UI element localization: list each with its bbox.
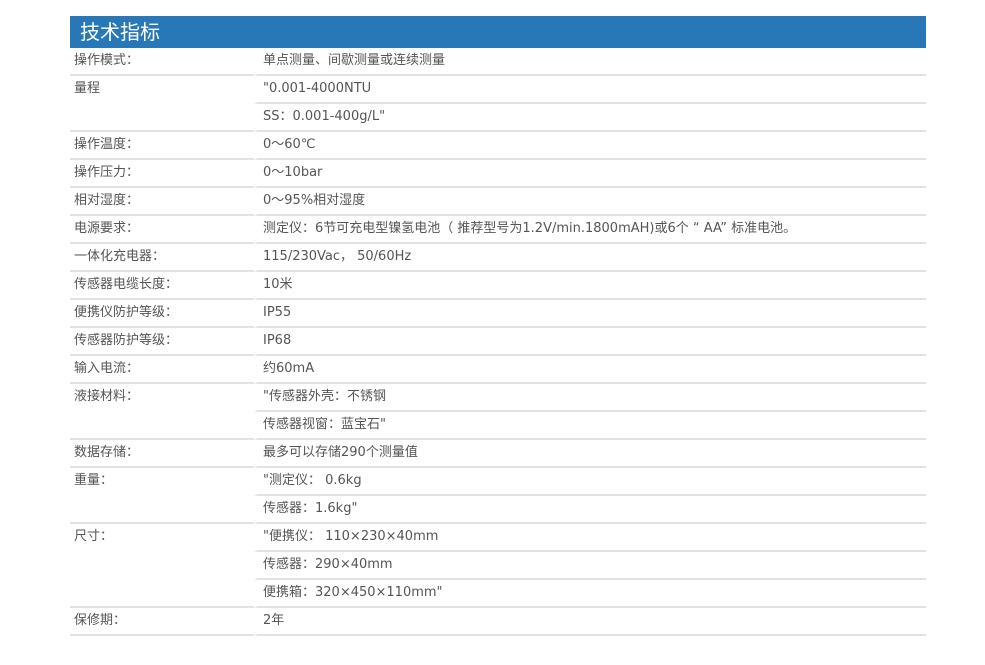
- table-row: 操作模式： 单点测量、间歇测量或连续测量: [70, 48, 926, 76]
- spec-value: IP68: [254, 328, 926, 356]
- spec-label: 量程: [70, 76, 254, 132]
- spec-value: 2年: [254, 608, 926, 636]
- table-row: 传感器：290×40mm: [70, 552, 926, 580]
- spec-value: 0～10bar: [254, 160, 926, 188]
- table-row: 操作压力： 0～10bar: [70, 160, 926, 188]
- spec-value: 测定仪：6节可充电型镍氢电池（ 推荐型号为1.2V/min.1800mAH)或6…: [254, 216, 926, 244]
- spec-value: 传感器视窗：蓝宝石": [254, 412, 926, 440]
- spec-value: 约60mA: [254, 356, 926, 384]
- spec-label: 电源要求：: [70, 216, 254, 244]
- spec-table: 操作模式： 单点测量、间歇测量或连续测量 量程 "0.001-4000NTU SS：0.…: [70, 48, 926, 636]
- spec-value: 便携箱：320×450×110mm": [254, 580, 926, 608]
- table-row: 电源要求： 测定仪：6节可充电型镍氢电池（ 推荐型号为1.2V/min.1800m…: [70, 216, 926, 244]
- spec-label: 液接材料：: [70, 384, 254, 440]
- spec-value: 传感器：290×40mm: [254, 552, 926, 580]
- spec-value: 传感器：1.6kg": [254, 496, 926, 524]
- table-row: 传感器视窗：蓝宝石": [70, 412, 926, 440]
- spec-value: IP55: [254, 300, 926, 328]
- spec-label: 传感器防护等级：: [70, 328, 254, 356]
- spec-value: 单点测量、间歇测量或连续测量: [254, 48, 926, 76]
- table-row: SS：0.001-400g/L": [70, 104, 926, 132]
- spec-label: 操作温度：: [70, 132, 254, 160]
- spec-value: 0～60℃: [254, 132, 926, 160]
- table-row: 便携箱：320×450×110mm": [70, 580, 926, 608]
- table-row: 尺寸： "便携仪： 110×230×40mm: [70, 524, 926, 608]
- spec-value: "0.001-4000NTU: [254, 76, 926, 104]
- spec-label: 输入电流：: [70, 356, 254, 384]
- table-row: 数据存储： 最多可以存储290个测量值: [70, 440, 926, 468]
- table-row: 量程 "0.001-4000NTU: [70, 76, 926, 132]
- table-row: 传感器电缆长度： 10米: [70, 272, 926, 300]
- spec-value: SS：0.001-400g/L": [254, 104, 926, 132]
- spec-value: "便携仪： 110×230×40mm: [254, 524, 926, 552]
- spec-label: 一体化充电器：: [70, 244, 254, 272]
- spec-label: 操作模式：: [70, 48, 254, 76]
- spec-label: 传感器电缆长度：: [70, 272, 254, 300]
- spec-value: 最多可以存储290个测量值: [254, 440, 926, 468]
- spec-value: 0～95%相对湿度: [254, 188, 926, 216]
- spec-value: "测定仪： 0.6kg: [254, 468, 926, 496]
- section-title: 技术指标: [70, 16, 926, 48]
- table-row: 相对湿度： 0～95%相对湿度: [70, 188, 926, 216]
- spec-label: 尺寸：: [70, 524, 254, 608]
- spec-label: 便携仪防护等级：: [70, 300, 254, 328]
- table-row: 传感器防护等级： IP68: [70, 328, 926, 356]
- spec-label: 保修期：: [70, 608, 254, 636]
- table-row: 一体化充电器： 115/230Vac， 50/60Hz: [70, 244, 926, 272]
- table-row: 便携仪防护等级： IP55: [70, 300, 926, 328]
- spec-value: 10米: [254, 272, 926, 300]
- table-row: 输入电流： 约60mA: [70, 356, 926, 384]
- spec-label: 数据存储：: [70, 440, 254, 468]
- table-row: 操作温度： 0～60℃: [70, 132, 926, 160]
- spec-value: "传感器外壳：不锈钢: [254, 384, 926, 412]
- spec-value: 115/230Vac， 50/60Hz: [254, 244, 926, 272]
- spec-section: 技术指标 操作模式： 单点测量、间歇测量或连续测量 量程 "0.001-4000NTU…: [70, 16, 926, 636]
- table-row: 重量： "测定仪： 0.6kg: [70, 468, 926, 524]
- spec-label: 相对湿度：: [70, 188, 254, 216]
- table-row: 液接材料： "传感器外壳：不锈钢: [70, 384, 926, 440]
- table-row: 传感器：1.6kg": [70, 496, 926, 524]
- table-row: 保修期： 2年: [70, 608, 926, 636]
- spec-label: 重量：: [70, 468, 254, 524]
- spec-label: 操作压力：: [70, 160, 254, 188]
